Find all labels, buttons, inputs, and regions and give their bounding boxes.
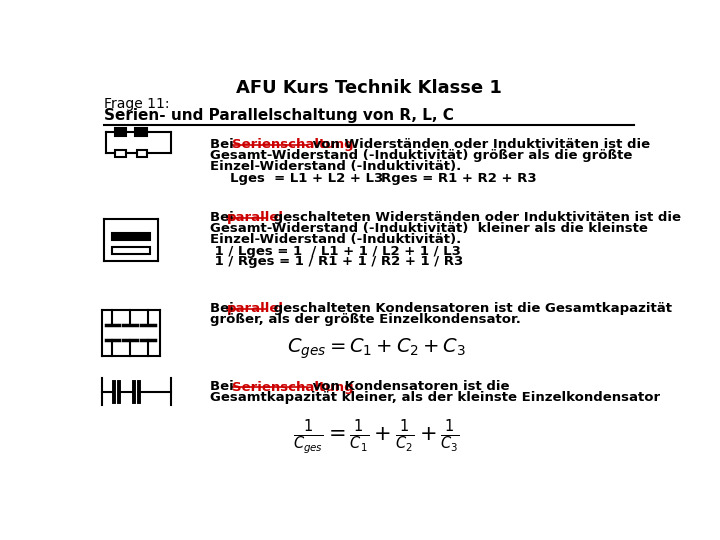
Text: Gesamt-Widerstand (-Induktivität)  kleiner als die kleinste: Gesamt-Widerstand (-Induktivität) kleine… [210, 222, 648, 235]
Text: 1 / Rges = 1 / R1 + 1 / R2 + 1 / R3: 1 / Rges = 1 / R1 + 1 / R2 + 1 / R3 [210, 255, 464, 268]
Text: parallel: parallel [228, 302, 284, 315]
Bar [114, 128, 127, 136]
Text: Serienschaltung: Serienschaltung [232, 138, 354, 151]
Text: Bei: Bei [210, 381, 243, 394]
Text: parallel: parallel [228, 211, 284, 224]
Text: Bei: Bei [210, 138, 243, 151]
Text: Serienschaltung: Serienschaltung [232, 381, 354, 394]
Text: Lges  = L1 + L2 + L3: Lges = L1 + L2 + L3 [230, 172, 383, 185]
Text: $C_{ges} = C_1 + C_2 + C_3$: $C_{ges} = C_1 + C_2 + C_3$ [287, 336, 467, 361]
Text: Rges = R1 + R2 + R3: Rges = R1 + R2 + R3 [381, 172, 536, 185]
Text: AFU Kurs Technik Klasse 1: AFU Kurs Technik Klasse 1 [236, 79, 502, 97]
Text: größer, als der größte Einzelkondensator.: größer, als der größte Einzelkondensator… [210, 313, 521, 326]
Bar [112, 247, 150, 254]
Text: geschalteten Widerständen oder Induktivitäten ist die: geschalteten Widerständen oder Induktivi… [269, 211, 681, 224]
Bar [114, 150, 127, 157]
Text: $\frac{1}{C_{ges}} = \frac{1}{C_1} + \frac{1}{C_2} + \frac{1}{C_3}$: $\frac{1}{C_{ges}} = \frac{1}{C_1} + \fr… [293, 418, 460, 457]
Text: Einzel-Widerstand (-Induktivität).: Einzel-Widerstand (-Induktivität). [210, 159, 462, 172]
Text: Einzel-Widerstand (-Induktivität).: Einzel-Widerstand (-Induktivität). [210, 233, 462, 246]
Text: von Widerständen oder Induktivitäten ist die: von Widerständen oder Induktivitäten ist… [308, 138, 651, 151]
Text: Bei: Bei [210, 302, 238, 315]
Text: Gesamtkapazität kleiner, als der kleinste Einzelkondensator: Gesamtkapazität kleiner, als der kleinst… [210, 392, 660, 404]
Bar [137, 150, 147, 157]
Text: Frage 11:: Frage 11: [104, 97, 169, 111]
Bar [135, 128, 147, 136]
Bar [112, 233, 150, 240]
Text: 1 / Lges = 1  / L1 + 1 / L2 + 1 / L3: 1 / Lges = 1 / L1 + 1 / L2 + 1 / L3 [210, 245, 461, 258]
Text: Gesamt-Widerstand (-Induktivität) größer als die größte: Gesamt-Widerstand (-Induktivität) größer… [210, 148, 632, 162]
Text: geschalteten Kondensatoren ist die Gesamtkapazität: geschalteten Kondensatoren ist die Gesam… [269, 302, 672, 315]
Text: Serien- und Parallelschaltung von R, L, C: Serien- und Parallelschaltung von R, L, … [104, 108, 454, 123]
Text: von Kondensatoren ist die: von Kondensatoren ist die [308, 381, 510, 394]
Text: Bei: Bei [210, 211, 238, 224]
